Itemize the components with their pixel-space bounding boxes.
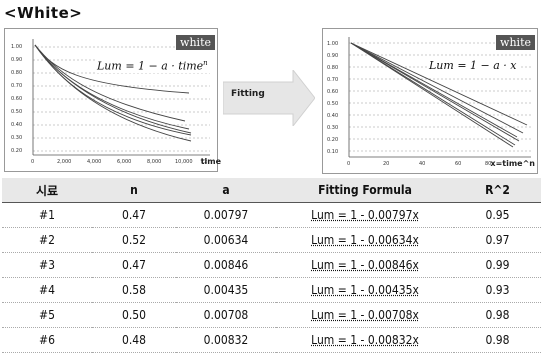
cell-n: 0.58 <box>92 277 176 303</box>
y-tick: 0.90 <box>327 53 338 59</box>
cell-r2: 0.98 <box>454 302 541 328</box>
table-row: #1 0.47 0.00797 Lum = 1 - 0.00797x 0.95 <box>2 202 541 228</box>
y-tick: 0.50 <box>327 101 338 107</box>
cell-formula: Lum = 1 - 0.00708x <box>276 302 454 328</box>
cell-a: 0.00846 <box>176 252 276 278</box>
y-tick: 0.60 <box>11 96 22 102</box>
table-row: #4 0.58 0.00435 Lum = 1 - 0.00435x 0.93 <box>2 277 541 303</box>
y-tick: 1.00 <box>11 44 22 50</box>
cell-formula: Lum = 1 - 0.00634x <box>276 227 454 253</box>
y-tick: 0.70 <box>327 77 338 83</box>
cell-n: 0.47 <box>92 202 176 228</box>
white-badge: white <box>176 35 215 50</box>
y-tick: 0.80 <box>11 70 22 76</box>
chart-formula: Lum = 1 − a · x <box>427 59 519 72</box>
cell-formula: Lum = 1 - 0.00435x <box>276 277 454 303</box>
y-tick: 0.40 <box>327 113 338 119</box>
cell-r2: 0.99 <box>454 252 541 278</box>
x-tick: 12 <box>201 159 207 165</box>
cell-sample: #3 <box>2 252 92 278</box>
y-tick: 0.30 <box>11 135 22 141</box>
x-tick: 20 <box>383 161 389 167</box>
header-r2: R^2 <box>454 178 541 203</box>
cell-n: 0.52 <box>92 227 176 253</box>
x-tick: 0 <box>347 161 350 167</box>
y-tick: 0.40 <box>11 122 22 128</box>
cell-r2: 0.95 <box>454 202 541 228</box>
header-n: n <box>92 178 176 203</box>
y-tick: 0.10 <box>327 149 338 155</box>
section-title: <White> <box>4 4 83 22</box>
table-row: #3 0.47 0.00846 Lum = 1 - 0.00846x 0.99 <box>2 252 541 278</box>
cell-formula: Lum = 1 - 0.00832x <box>276 327 454 353</box>
chart-formula: Lum = 1 − a · timen <box>95 59 210 73</box>
luminance-x-chart: 1.00 0.90 0.80 0.70 0.60 0.50 0.40 0.30 … <box>322 28 538 174</box>
y-tick: 0.20 <box>327 137 338 143</box>
white-badge: white <box>496 35 535 50</box>
cell-sample: #4 <box>2 277 92 303</box>
cell-r2: 0.93 <box>454 277 541 303</box>
table-row: #2 0.52 0.00634 Lum = 1 - 0.00634x 0.97 <box>2 227 541 253</box>
cell-a: 0.00435 <box>176 277 276 303</box>
x-tick: 40 <box>419 161 425 167</box>
x-tick: 2,000 <box>57 159 71 165</box>
header-a: a <box>176 178 276 203</box>
fitting-label: Fitting <box>231 89 265 99</box>
cell-n: 0.47 <box>92 252 176 278</box>
fitting-results-table: 시료 n a Fitting Formula R^2 #1 0.47 0.007… <box>2 178 541 353</box>
cell-sample: #1 <box>2 202 92 228</box>
y-tick: 0.80 <box>327 65 338 71</box>
cell-sample: #2 <box>2 227 92 253</box>
x-axis-label: time <box>200 157 221 166</box>
x-tick: 60 <box>455 161 461 167</box>
x-tick: 8,000 <box>147 159 161 165</box>
x-tick: 6,000 <box>117 159 131 165</box>
cell-formula: Lum = 1 - 0.00846x <box>276 252 454 278</box>
x-tick: 0 <box>31 159 34 165</box>
cell-a: 0.00634 <box>176 227 276 253</box>
y-tick: 1.00 <box>327 41 338 47</box>
y-tick: 0.60 <box>327 89 338 95</box>
x-tick: 80 <box>485 161 491 167</box>
cell-formula: Lum = 1 - 0.00797x <box>276 202 454 228</box>
cell-sample: #5 <box>2 302 92 328</box>
y-tick: 0.70 <box>11 83 22 89</box>
cell-a: 0.00708 <box>176 302 276 328</box>
table-header-row: 시료 n a Fitting Formula R^2 <box>2 178 541 203</box>
y-tick: 0.90 <box>11 57 22 63</box>
cell-n: 0.48 <box>92 327 176 353</box>
x-tick: 10,000 <box>175 159 193 165</box>
fitting-arrow-icon <box>223 70 315 126</box>
chart-plot: 1.00 0.90 0.80 0.70 0.60 0.50 0.40 0.30 … <box>11 39 210 165</box>
cell-r2: 0.97 <box>454 227 541 253</box>
y-tick: 0.30 <box>327 125 338 131</box>
formula-exponent: n <box>203 59 208 67</box>
cell-a: 0.00797 <box>176 202 276 228</box>
cell-a: 0.00832 <box>176 327 276 353</box>
luminance-time-chart: 1.00 0.90 0.80 0.70 0.60 0.50 0.40 0.30 … <box>4 28 221 172</box>
x-axis-label: x=time^n <box>490 159 535 168</box>
table-row: #6 0.48 0.00832 Lum = 1 - 0.00832x 0.98 <box>2 327 541 353</box>
cell-n: 0.50 <box>92 302 176 328</box>
y-tick: 0.50 <box>11 109 22 115</box>
header-formula: Fitting Formula <box>276 178 454 203</box>
chart-plot: 1.00 0.90 0.80 0.70 0.60 0.50 0.40 0.30 … <box>327 37 531 167</box>
y-tick: 0.20 <box>11 148 22 154</box>
table-row: #5 0.50 0.00708 Lum = 1 - 0.00708x 0.98 <box>2 302 541 328</box>
x-tick: 4,000 <box>87 159 101 165</box>
formula-text: Lum = 1 − a · time <box>97 59 204 73</box>
header-sample: 시료 <box>2 178 92 203</box>
cell-r2: 0.98 <box>454 327 541 353</box>
cell-sample: #6 <box>2 327 92 353</box>
